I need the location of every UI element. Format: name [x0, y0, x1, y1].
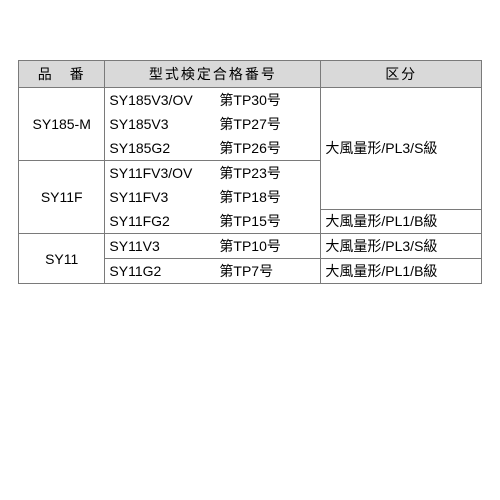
class-cell: 大風量形/PL1/B級 — [321, 259, 482, 284]
spec-table: 品 番 型式検定合格番号 区分 SY185-M SY185V3/OV 第TP30… — [18, 60, 482, 284]
model-id: SY11FV3 — [105, 189, 217, 205]
cert-no: 第TP18号 — [217, 187, 320, 207]
partno-cell: SY11 — [19, 234, 105, 284]
model-id: SY185V3/OV — [105, 92, 217, 108]
partno-cell: SY11F — [19, 161, 105, 234]
model-cell: SY185V3/OV 第TP30号 SY185V3 第TP27号 SY185G2… — [105, 88, 321, 161]
table-row: SY185-M SY185V3/OV 第TP30号 SY185V3 第TP27号… — [19, 88, 482, 161]
model-id: SY11V3 — [105, 238, 217, 254]
model-id: SY11G2 — [105, 263, 217, 279]
model-cell: SY11FG2 第TP15号 — [105, 209, 321, 234]
model-id: SY185G2 — [105, 140, 217, 156]
model-cell: SY11V3 第TP10号 — [105, 234, 321, 259]
model-cell: SY11G2 第TP7号 — [105, 259, 321, 284]
partno-cell: SY185-M — [19, 88, 105, 161]
table-row: SY11 SY11V3 第TP10号 大風量形/PL3/S級 — [19, 234, 482, 259]
header-partno: 品 番 — [19, 61, 105, 88]
class-cell: 大風量形/PL3/S級 — [321, 88, 482, 210]
cert-no: 第TP26号 — [217, 138, 320, 158]
class-cell: 大風量形/PL3/S級 — [321, 234, 482, 259]
cert-no: 第TP15号 — [217, 211, 320, 231]
cert-no: 第TP27号 — [217, 114, 320, 134]
model-id: SY11FG2 — [105, 213, 217, 229]
class-cell: 大風量形/PL1/B級 — [321, 209, 482, 234]
model-cell: SY11FV3/OV 第TP23号 SY11FV3 第TP18号 — [105, 161, 321, 210]
header-model: 型式検定合格番号 — [105, 61, 321, 88]
model-id: SY11FV3/OV — [105, 165, 217, 181]
cert-no: 第TP23号 — [217, 163, 320, 183]
header-row: 品 番 型式検定合格番号 区分 — [19, 61, 482, 88]
model-id: SY185V3 — [105, 116, 217, 132]
cert-no: 第TP10号 — [217, 236, 320, 256]
header-class: 区分 — [321, 61, 482, 88]
cert-no: 第TP30号 — [217, 90, 320, 110]
cert-no: 第TP7号 — [217, 261, 320, 281]
